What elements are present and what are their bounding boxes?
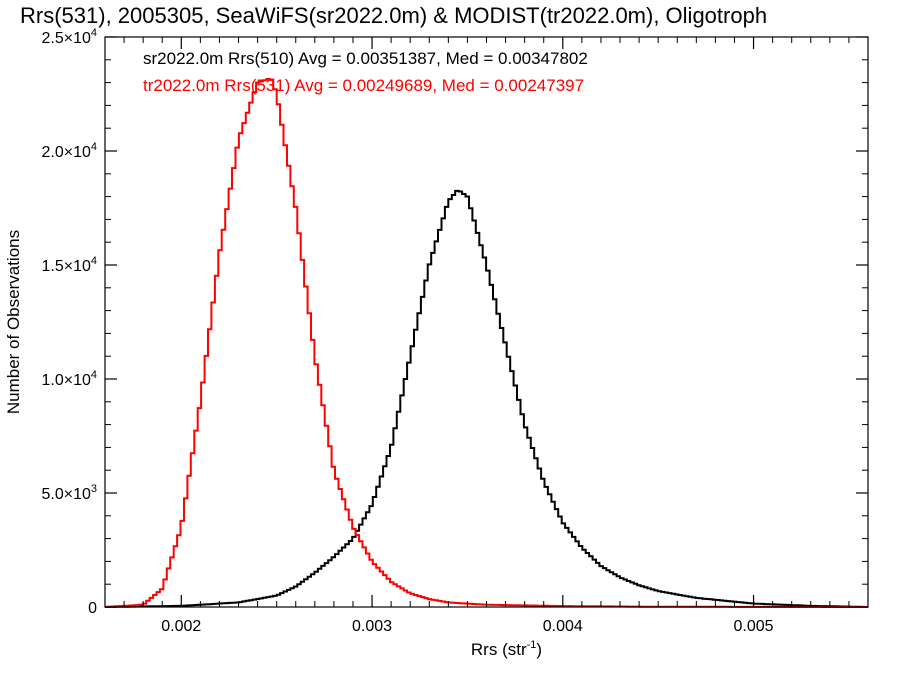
y-tick-exponent: 4	[91, 27, 97, 39]
y-tick-mantissa: 5.0×10	[41, 486, 90, 503]
x-axis-label-suffix: )	[536, 640, 542, 659]
y-tick-exponent: 4	[91, 141, 97, 153]
histogram-series-2	[105, 78, 868, 608]
y-tick-mantissa: 2.5×10	[41, 30, 90, 47]
y-tick-label: 1.0×104	[41, 369, 97, 389]
histogram-series-1	[105, 189, 868, 608]
x-tick-label: 0.003	[352, 618, 392, 635]
y-tick-label: 2.0×104	[41, 141, 97, 161]
y-tick-label: 5.0×103	[41, 483, 97, 503]
y-tick-mantissa: 0	[88, 600, 97, 617]
plot-area	[105, 78, 868, 608]
y-tick-label: 1.5×104	[41, 255, 97, 275]
y-axis-label: Number of Observations	[4, 230, 23, 414]
x-tick-label: 0.002	[161, 618, 201, 635]
plot-frame	[104, 36, 869, 608]
x-axis-label: Rrs (str-1)	[471, 639, 542, 659]
y-tick-exponent: 4	[91, 369, 97, 381]
axis-ticks	[105, 36, 868, 608]
y-tick-mantissa: 1.5×10	[41, 258, 90, 275]
y-tick-exponent: 3	[91, 483, 97, 495]
y-tick-mantissa: 1.0×10	[41, 372, 90, 389]
y-tick-exponent: 4	[91, 255, 97, 267]
y-tick-mantissa: 2.0×10	[41, 144, 90, 161]
chart-title: Rrs(531), 2005305, SeaWiFS(sr2022.0m) & …	[20, 3, 767, 28]
y-tick-label: 2.5×104	[41, 27, 97, 47]
annotations: sr2022.0m Rrs(510) Avg = 0.00351387, Med…	[143, 49, 588, 95]
x-tick-label: 0.004	[543, 618, 583, 635]
x-axis-label-sup: -1	[527, 639, 537, 651]
x-tick-labels: 0.002 0.003 0.004 0.005	[161, 618, 773, 635]
annotation-text: tr2022.0m Rrs(531) Avg = 0.00249689, Med…	[143, 76, 584, 95]
y-tick-label: 0	[88, 600, 97, 617]
x-tick-label: 0.005	[734, 618, 774, 635]
x-axis-label-text: Rrs (str	[471, 640, 527, 659]
annotation-text: sr2022.0m Rrs(510) Avg = 0.00351387, Med…	[143, 49, 588, 68]
